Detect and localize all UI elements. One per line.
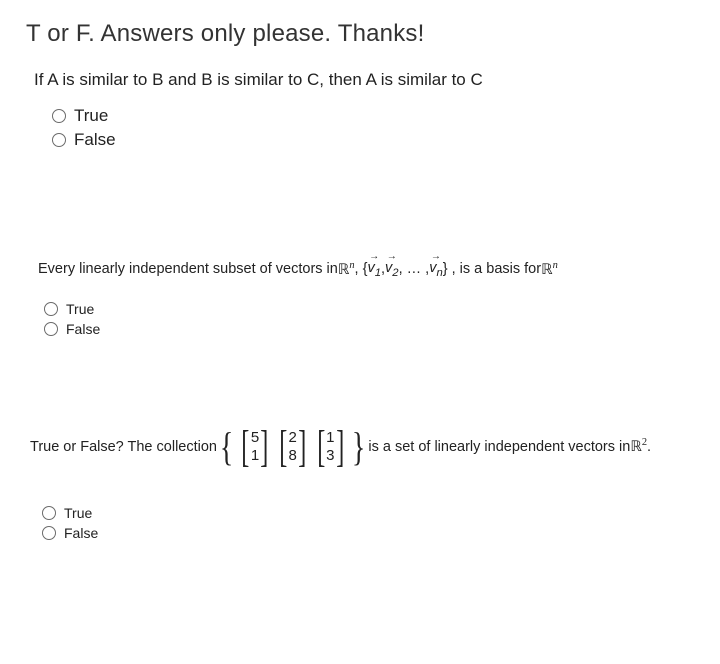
cell: 3 (326, 447, 334, 465)
q1-option-true[interactable]: True (52, 106, 694, 126)
cell: 1 (251, 447, 259, 465)
option-label: True (64, 505, 92, 521)
set-open: , { (355, 261, 368, 277)
q3-options: True False (30, 505, 694, 541)
option-label: False (66, 321, 100, 337)
matrix-1: [ 5 1 ] (238, 429, 272, 465)
brace-open-icon: { (220, 431, 233, 463)
bracket-right-icon: ] (298, 429, 306, 464)
brace-close-icon: } (352, 431, 365, 463)
sep: , … , (399, 261, 430, 277)
q3-lead: True or False? The collection (30, 439, 217, 455)
question-3: True or False? The collection { [ 5 1 ] … (26, 429, 694, 541)
q2-statement: Every linearly independent subset of vec… (38, 260, 694, 279)
vector-vn: vn (429, 260, 443, 279)
option-label: True (74, 106, 108, 126)
vector-v2: v2 (385, 260, 399, 279)
question-1: If A is similar to B and B is similar to… (26, 70, 694, 150)
cell: 8 (289, 447, 297, 465)
q3-tail: is a set of linearly independent vectors… (368, 439, 630, 455)
blackboard-R: ℝ (338, 262, 349, 278)
set-close: } , is a basis for (443, 261, 541, 277)
q1-options: True False (34, 106, 694, 150)
col: 5 1 (251, 429, 259, 465)
question-2: Every linearly independent subset of vec… (26, 260, 694, 337)
exponent-n: n (553, 260, 558, 271)
period: . (647, 439, 651, 455)
q2-Rn: ℝn (338, 260, 355, 279)
sub: 1 (375, 267, 381, 279)
radio-icon (42, 526, 56, 540)
col: 1 3 (326, 429, 334, 465)
q3-statement: True or False? The collection { [ 5 1 ] … (30, 429, 694, 465)
q3-option-true[interactable]: True (42, 505, 694, 521)
q3-R2: ℝ2 (630, 437, 647, 456)
bracket-left-icon: [ (317, 429, 325, 464)
bracket-right-icon: ] (336, 429, 344, 464)
matrix-2: [ 2 8 ] (276, 429, 310, 465)
q2-options: True False (38, 301, 694, 337)
vector-v1: v1 (367, 260, 381, 279)
radio-icon (44, 302, 58, 316)
col: 2 8 (289, 429, 297, 465)
page-title: T or F. Answers only please. Thanks! (26, 20, 694, 48)
blackboard-R: ℝ (541, 262, 552, 278)
q2-option-false[interactable]: False (44, 321, 694, 337)
cell: 5 (251, 429, 259, 447)
q1-statement: If A is similar to B and B is similar to… (34, 70, 694, 90)
radio-icon (52, 109, 66, 123)
bracket-left-icon: [ (279, 429, 287, 464)
q2-lead: Every linearly independent subset of vec… (38, 261, 338, 277)
q3-option-false[interactable]: False (42, 525, 694, 541)
radio-icon (52, 133, 66, 147)
q1-option-false[interactable]: False (52, 130, 694, 150)
matrix-3: [ 1 3 ] (314, 429, 348, 465)
cell: 1 (326, 429, 334, 447)
option-label: True (66, 301, 94, 317)
bracket-left-icon: [ (241, 429, 249, 464)
sub: n (436, 267, 442, 279)
bracket-right-icon: ] (260, 429, 268, 464)
blackboard-R: ℝ (630, 439, 641, 455)
option-label: False (74, 130, 116, 150)
v: v (367, 260, 374, 276)
radio-icon (44, 322, 58, 336)
option-label: False (64, 525, 98, 541)
cell: 2 (289, 429, 297, 447)
radio-icon (42, 506, 56, 520)
sub: 2 (392, 267, 398, 279)
q2-option-true[interactable]: True (44, 301, 694, 317)
q2-Rn-end: ℝn (541, 260, 558, 279)
